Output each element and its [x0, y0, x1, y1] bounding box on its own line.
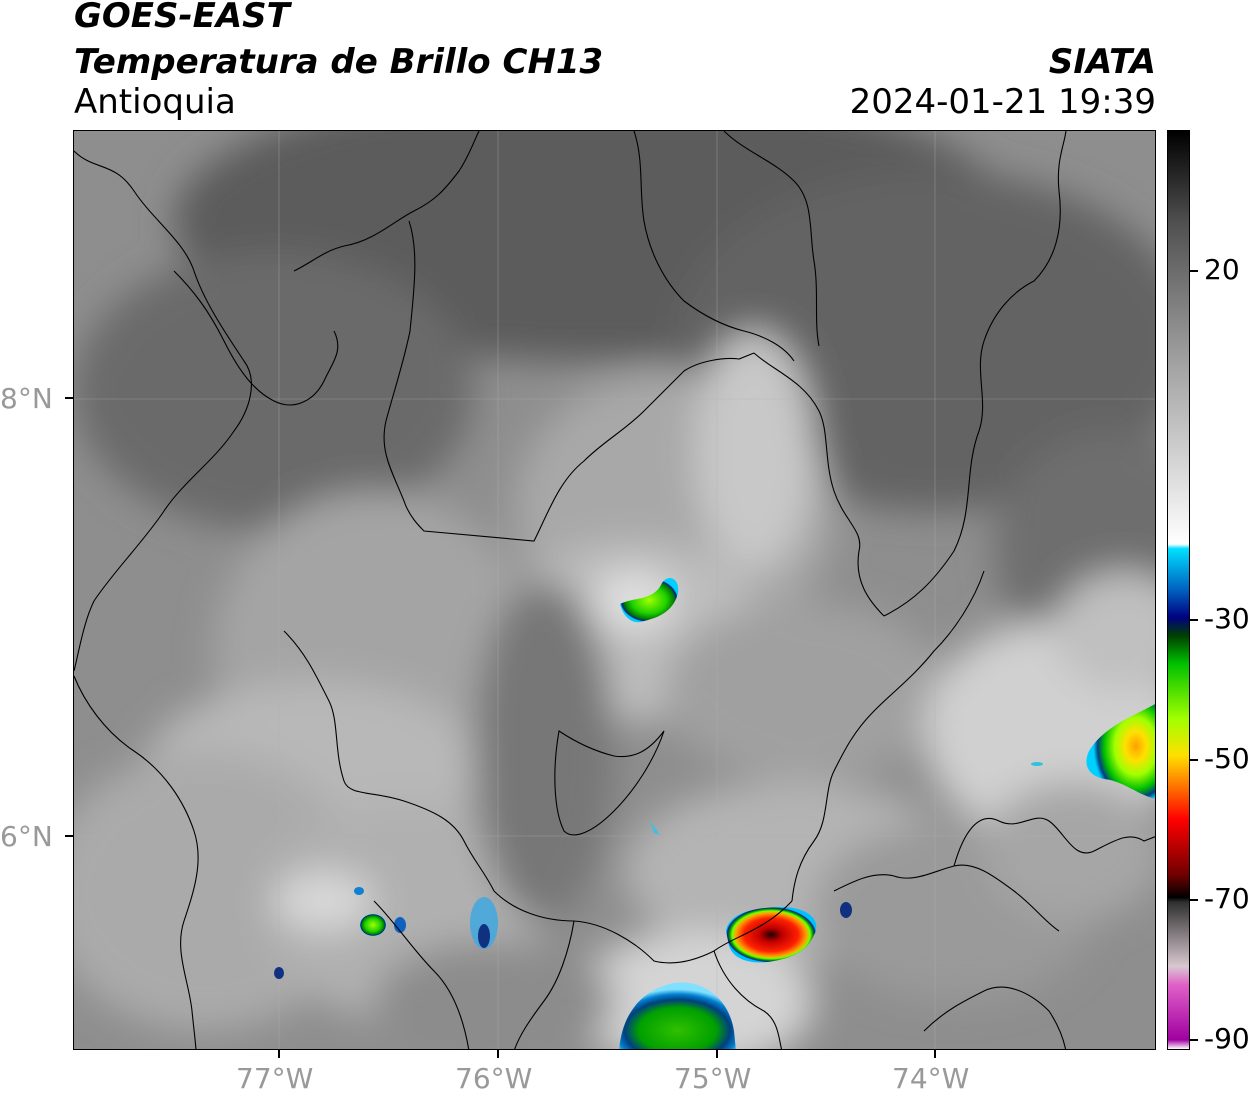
- lon-tick-75w: [716, 1050, 718, 1058]
- cbar-label-20: 20: [1204, 253, 1240, 286]
- cell-east: [1086, 704, 1155, 799]
- cundinamarca-border: [923, 986, 1067, 1049]
- lon-label-75w: 75°W: [674, 1062, 752, 1095]
- lat-label-6n: 6°N: [0, 820, 53, 853]
- cbar-label-m50: -50: [1204, 742, 1250, 775]
- cell-southwest: [274, 967, 284, 979]
- lon-tick-77w: [278, 1050, 280, 1058]
- sucre-border: [723, 131, 820, 347]
- lon-label-76w: 76°W: [455, 1062, 533, 1095]
- cell-west-c-core: [478, 924, 490, 948]
- aburra-valley: [554, 730, 665, 836]
- coastline-and-borders: [74, 131, 1155, 1049]
- choco-south-border: [514, 920, 575, 1049]
- cell-east-small: [840, 902, 852, 918]
- cell-dot-c: [1031, 762, 1043, 766]
- cell-dot-a: [354, 887, 364, 895]
- lat-tick-6n: [65, 835, 73, 837]
- cbar-label-m90: -90: [1204, 1022, 1250, 1055]
- uraba-gulf: [173, 270, 339, 406]
- cbar-tick-m50: [1190, 759, 1198, 761]
- risaralda-border: [713, 950, 783, 1049]
- caldas-border: [833, 864, 1060, 932]
- cell-west-c: [470, 897, 498, 949]
- gridlines: [74, 131, 1155, 1049]
- colorbar-gradient: [1168, 131, 1189, 1049]
- caribbean-coast: [293, 131, 480, 272]
- cell-west-a: [360, 914, 386, 936]
- antioquia-south-border: [493, 890, 793, 964]
- title-product: Temperatura de Brillo CH13: [74, 42, 604, 82]
- cordoba-border: [633, 131, 795, 362]
- cell-south-edge: [619, 982, 736, 1049]
- cbar-tick-m70: [1190, 899, 1198, 901]
- lon-label-77w: 77°W: [236, 1062, 314, 1095]
- convective-cells: [274, 578, 1155, 1049]
- title-organization: SIATA: [1048, 42, 1156, 82]
- cell-dot-b: [650, 821, 660, 835]
- pacific-coast-south: [74, 675, 199, 1049]
- lon-tick-76w: [497, 1050, 499, 1058]
- cbar-tick-m30: [1190, 619, 1198, 621]
- choco-border: [373, 900, 470, 1049]
- cbar-tick-m90: [1190, 1039, 1198, 1041]
- cell-central: [620, 578, 679, 623]
- antioquia-north-border: [383, 220, 755, 542]
- colorbar: [1167, 130, 1190, 1050]
- cell-storm-south: [726, 907, 817, 963]
- boyaca-border: [953, 817, 1155, 867]
- pacific-coast: [74, 150, 252, 672]
- antioquia-west-border: [283, 630, 495, 892]
- title-region: Antioquia: [74, 82, 236, 122]
- title-datetime: 2024-01-21 19:39: [849, 82, 1156, 122]
- satellite-map[interactable]: [73, 130, 1156, 1050]
- lon-tick-74w: [934, 1050, 936, 1058]
- lat-tick-8n: [65, 397, 73, 399]
- lon-label-74w: 74°W: [892, 1062, 970, 1095]
- cbar-label-m70: -70: [1204, 882, 1250, 915]
- cbar-label-m30: -30: [1204, 602, 1250, 635]
- antioquia-east-border-north: [753, 352, 885, 617]
- lat-label-8n: 8°N: [0, 382, 53, 415]
- map-canvas: [74, 131, 1155, 1049]
- magdalena-border: [883, 131, 1067, 617]
- cbar-tick-20: [1190, 270, 1198, 272]
- title-satellite: GOES-EAST: [74, 0, 290, 36]
- antioquia-east-border: [791, 570, 985, 902]
- cell-west-b: [394, 917, 406, 933]
